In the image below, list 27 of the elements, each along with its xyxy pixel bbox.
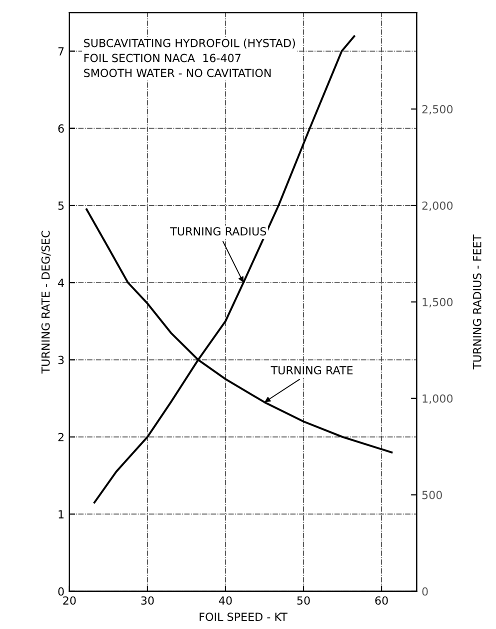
y-tick-label: 7 bbox=[58, 47, 64, 56]
x-tick-label: 60 bbox=[375, 596, 388, 605]
x-tick-label: 30 bbox=[141, 596, 154, 605]
x-tick-label: 20 bbox=[63, 596, 76, 605]
y-tick-label: 5 bbox=[58, 202, 64, 210]
x-tick-label: 40 bbox=[218, 596, 232, 605]
y2-tick-label: 0 bbox=[422, 587, 428, 596]
y-tick-label: 3 bbox=[58, 356, 64, 364]
y-tick-label: 4 bbox=[58, 278, 64, 287]
x-tick-label: 50 bbox=[297, 596, 310, 605]
annotation: FOIL SECTION NACA 16-407 bbox=[84, 54, 240, 62]
annotation: SMOOTH WATER - NO CAVITATION bbox=[84, 68, 271, 78]
series-label: TURNING RADIUS bbox=[170, 227, 266, 236]
y2-tick-label: 1,500 bbox=[422, 298, 453, 308]
y-tick-label: 2 bbox=[58, 432, 64, 442]
y2-axis-title: TURNING RADIUS - FEET bbox=[472, 234, 482, 370]
y-axis-title: TURNING RATE - DEG/SEC bbox=[41, 230, 51, 374]
y-tick-label: 6 bbox=[58, 124, 64, 133]
y2-tick-label: 2,500 bbox=[422, 105, 453, 115]
annotation: SUBCAVITATING HYDROFOIL (HYSTAD) bbox=[84, 38, 295, 49]
y-tick-label: 1 bbox=[58, 510, 64, 518]
y-tick-label: 0 bbox=[58, 587, 64, 596]
y2-tick-label: 2,000 bbox=[422, 201, 453, 211]
y2-tick-label: 500 bbox=[422, 490, 442, 500]
x-axis-title: FOIL SPEED - KT bbox=[200, 612, 288, 622]
y2-tick-label: 1,000 bbox=[422, 394, 453, 404]
text: TURNING RATE bbox=[270, 366, 353, 374]
